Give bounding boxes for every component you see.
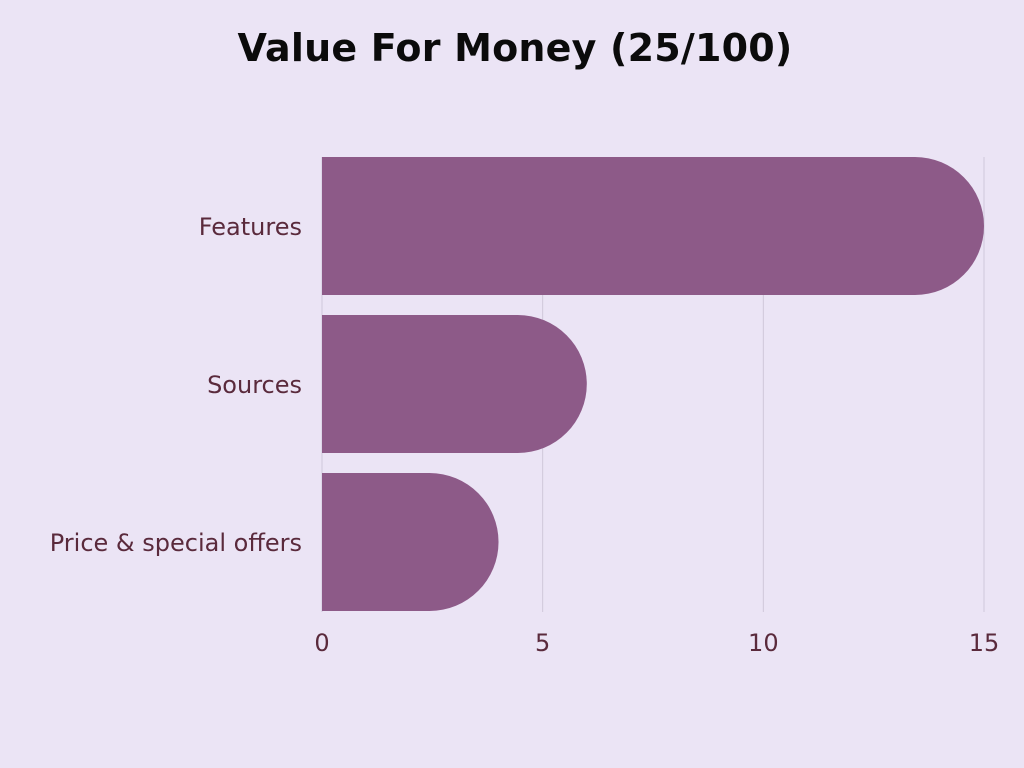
bar [322, 157, 984, 295]
category-label: Sources [207, 371, 302, 399]
x-tick-label: 15 [969, 629, 1000, 657]
bar [322, 315, 587, 453]
category-label: Features [199, 213, 302, 241]
x-tick-labels: 0 5 10 15 [314, 629, 999, 657]
x-tick-label: 10 [748, 629, 779, 657]
bar [322, 473, 499, 611]
bars [322, 157, 984, 611]
category-label: Price & special offers [50, 529, 302, 557]
x-tick-label: 5 [535, 629, 550, 657]
chart-title: Value For Money (25/100) [237, 26, 793, 70]
category-labels: Features Sources Price & special offers [50, 213, 302, 557]
x-tick-label: 0 [314, 629, 329, 657]
